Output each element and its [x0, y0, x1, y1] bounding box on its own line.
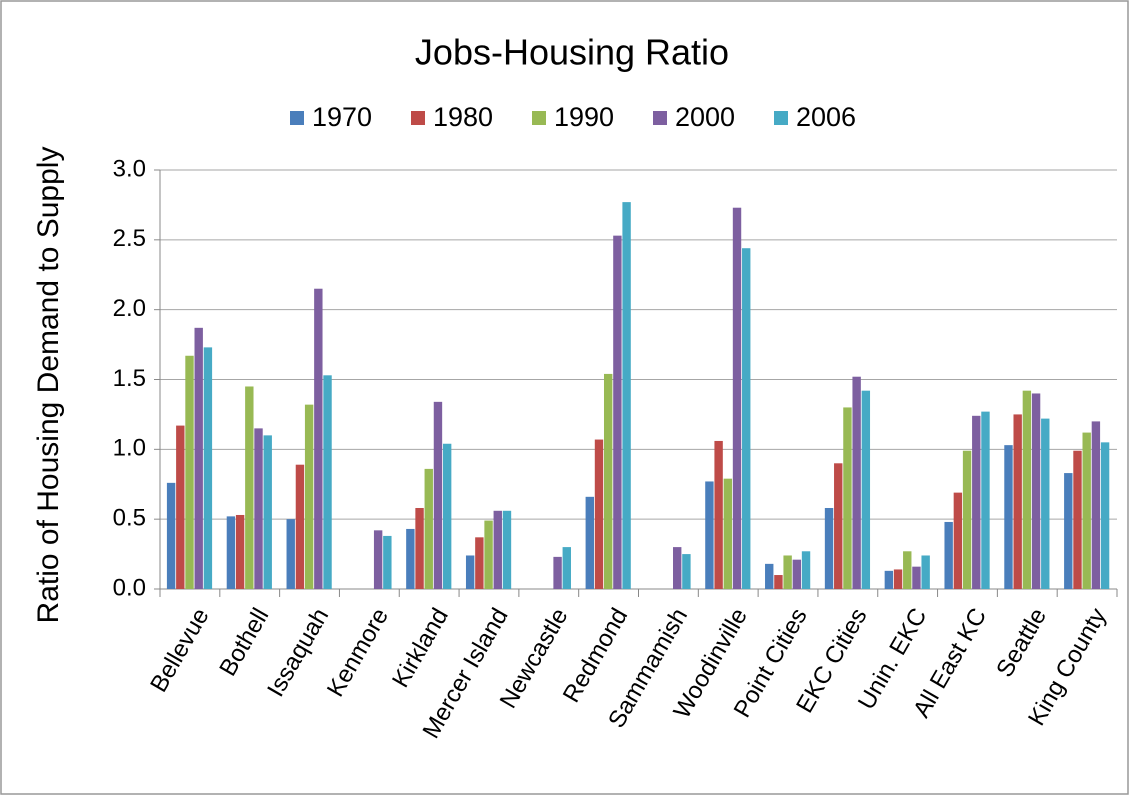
- legend-swatch: [653, 111, 667, 125]
- bar: [972, 415, 981, 589]
- bar: [723, 478, 733, 589]
- y-tick-label: 2.0: [113, 295, 146, 322]
- bar: [176, 425, 185, 589]
- bar: [424, 468, 433, 589]
- y-tick-label: 1.0: [113, 435, 146, 462]
- bar: [226, 516, 236, 589]
- bar: [682, 554, 691, 589]
- y-tick-label: 0.0: [113, 574, 146, 601]
- bar: [304, 404, 314, 589]
- legend-swatch: [774, 111, 788, 125]
- y-tick-label: 2.5: [113, 225, 146, 252]
- bar: [383, 535, 392, 589]
- bar: [1064, 473, 1073, 589]
- y-axis-label: Ratio of Housing Demand to Supply: [32, 147, 65, 624]
- legend-label: 1990: [554, 102, 614, 132]
- bar: [783, 555, 792, 589]
- bar: [801, 551, 811, 589]
- bar: [1041, 418, 1050, 589]
- bar: [962, 450, 972, 589]
- bar: [465, 555, 475, 589]
- y-tick-label: 1.5: [113, 365, 146, 392]
- bar: [373, 530, 383, 589]
- bar: [166, 482, 176, 589]
- y-tick-label: 0.5: [113, 505, 146, 532]
- bar: [185, 355, 194, 589]
- bar: [861, 390, 871, 589]
- bar: [622, 202, 631, 589]
- bar: [1100, 442, 1110, 589]
- bar: [903, 551, 912, 589]
- bar: [742, 248, 751, 590]
- bar: [493, 510, 502, 589]
- bar: [295, 464, 305, 589]
- bar: [824, 507, 834, 589]
- bar: [562, 547, 571, 589]
- y-tick-label: 3.0: [113, 155, 146, 182]
- bar: [603, 373, 613, 589]
- bar: [613, 235, 622, 590]
- bar: [502, 510, 512, 589]
- bar: [705, 481, 714, 589]
- bar: [884, 570, 894, 589]
- bar: [433, 401, 443, 589]
- legend-swatch: [290, 111, 304, 125]
- bar: [1031, 393, 1041, 589]
- bar: [714, 440, 723, 589]
- legend-label: 1980: [433, 102, 493, 132]
- bar: [323, 375, 332, 589]
- bar: [553, 556, 562, 589]
- bar: [792, 559, 802, 589]
- bar: [1022, 390, 1032, 589]
- bar: [245, 386, 254, 589]
- bar: [912, 566, 921, 589]
- bar: [442, 443, 452, 589]
- legend-label: 1970: [312, 102, 372, 132]
- bar: [415, 507, 424, 589]
- bar: [235, 514, 245, 589]
- bar: [406, 528, 415, 589]
- bar: [263, 435, 272, 589]
- bar: [774, 575, 783, 589]
- bar: [843, 407, 852, 589]
- bar: [732, 207, 742, 589]
- bar: [852, 376, 861, 589]
- bar: [921, 555, 930, 589]
- legend-swatch: [532, 111, 546, 125]
- legend-label: 2006: [796, 102, 856, 132]
- bar: [585, 496, 594, 589]
- bar: [765, 563, 774, 589]
- bar: [1091, 421, 1101, 589]
- bar: [1082, 432, 1091, 589]
- bar: [981, 411, 990, 589]
- bar: [254, 428, 263, 589]
- bar: [1073, 450, 1082, 589]
- chart-title: Jobs-Housing Ratio: [415, 32, 729, 73]
- bar: [1013, 414, 1022, 589]
- bar: [944, 521, 953, 589]
- legend-swatch: [411, 111, 425, 125]
- bar: [484, 520, 493, 589]
- bar: [893, 569, 903, 589]
- bar: [286, 519, 295, 589]
- bar: [314, 288, 323, 589]
- bar: [203, 347, 213, 589]
- bar: [834, 463, 843, 589]
- bar: [475, 537, 484, 589]
- bar: [953, 492, 963, 589]
- bar: [1004, 445, 1013, 589]
- bar: [194, 327, 203, 589]
- legend-label: 2000: [675, 102, 735, 132]
- bar: [673, 547, 682, 589]
- bar: [594, 439, 604, 589]
